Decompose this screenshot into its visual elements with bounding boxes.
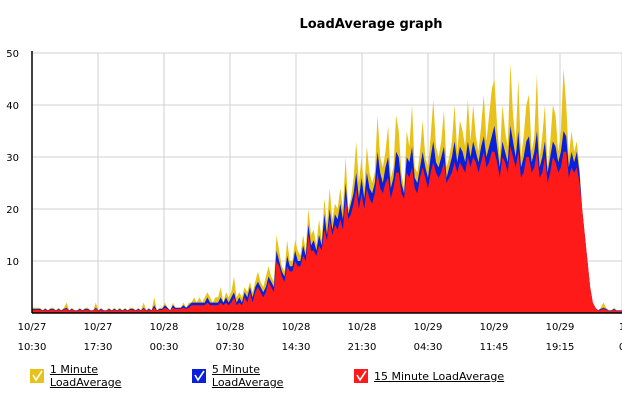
- chart-areas: [32, 63, 622, 314]
- legend-label-5min[interactable]: 5 Minute LoadAverage: [211, 363, 284, 389]
- x-tick-label-time-1: 17:30: [84, 342, 113, 353]
- legend-label-1min[interactable]: 1 Minute LoadAverage: [49, 363, 122, 389]
- x-tick-label-date-7: 10/29: [480, 322, 509, 333]
- legend-swatch-15min-icon: [354, 369, 368, 383]
- x-tick-label-time-5: 21:30: [348, 342, 377, 353]
- legend: 1 Minute LoadAverage 5 Minute LoadAverag…: [30, 363, 524, 389]
- x-tick-label-time-3: 07:30: [216, 342, 245, 353]
- x-tick-label-date-3: 10/28: [216, 322, 245, 333]
- legend-item-1min[interactable]: 1 Minute LoadAverage: [30, 363, 172, 389]
- legend-swatch-5min-icon: [192, 369, 206, 383]
- x-tick-label-time-6: 04:30: [414, 342, 443, 353]
- x-tick-label-time-7: 11:45: [480, 342, 509, 353]
- y-tick-label-40: 40: [6, 101, 19, 112]
- x-tick-label-date-5: 10/28: [348, 322, 377, 333]
- x-tick-label-time-0: 10:30: [18, 342, 47, 353]
- y-tick-label-20: 20: [6, 205, 19, 216]
- series-area-2: [32, 146, 622, 313]
- y-tick-label-10: 10: [6, 257, 19, 268]
- x-tick-label-date-0: 10/27: [18, 322, 47, 333]
- legend-swatch-1min-icon: [30, 369, 44, 383]
- legend-item-5min[interactable]: 5 Minute LoadAverage: [192, 363, 334, 389]
- y-tick-label-50: 50: [6, 49, 19, 60]
- x-tick-label-time-4: 14:30: [282, 342, 311, 353]
- x-tick-label-time-8: 19:15: [546, 342, 575, 353]
- legend-label-15min[interactable]: 15 Minute LoadAverage: [374, 369, 505, 383]
- x-tick-label-date-2: 10/28: [150, 322, 179, 333]
- x-tick-label-date-1: 10/27: [84, 322, 113, 333]
- chart-title: LoadAverage graph: [299, 17, 442, 32]
- x-tick-label-date-9: 1: [619, 322, 622, 333]
- chart-axes: [31, 51, 622, 314]
- legend-item-15min[interactable]: 15 Minute LoadAverage: [354, 363, 504, 389]
- x-tick-label-date-4: 10/28: [282, 322, 311, 333]
- x-tick-label-time-9: 0: [619, 342, 622, 353]
- x-tick-label-date-8: 10/29: [546, 322, 575, 333]
- y-tick-labels: 10 20 30 40 50: [6, 49, 19, 268]
- x-tick-label-date-6: 10/29: [414, 322, 443, 333]
- y-tick-label-30: 30: [6, 153, 19, 164]
- x-tick-labels: 10/27 10:30 10/27 17:30 10/28 00:30 10/28 07:30…: [18, 322, 622, 353]
- x-tick-label-time-2: 00:30: [150, 342, 179, 353]
